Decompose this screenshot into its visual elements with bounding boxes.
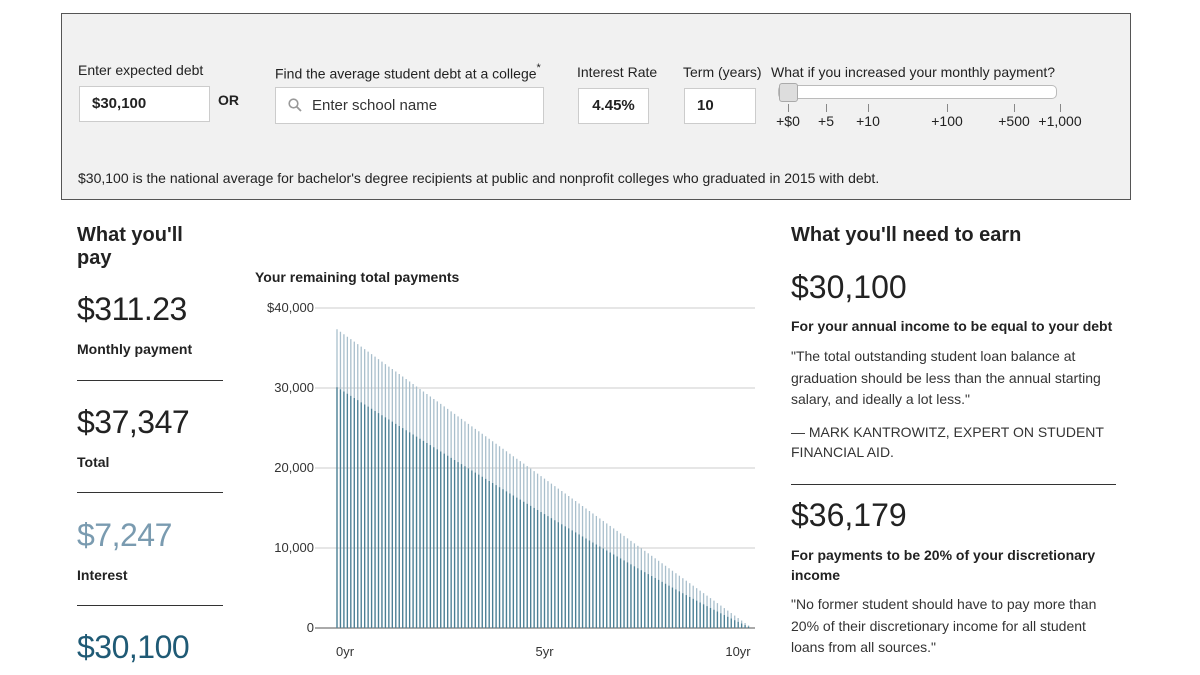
monthly-payment-value: $311.23 — [77, 291, 187, 327]
interest-rate-label: Interest Rate — [577, 64, 658, 80]
expected-debt-input[interactable]: $30,100 — [79, 86, 210, 122]
interest-label: Interest — [77, 567, 128, 583]
income-equal-debt-value: $30,100 — [791, 269, 907, 305]
slider-option-label[interactable]: +$0 — [776, 113, 800, 129]
slider-tick — [868, 104, 869, 112]
debt-average-note: $30,100 is the national average for bach… — [78, 170, 880, 186]
total-value: $37,347 — [77, 404, 190, 440]
slider-option-label[interactable]: +1,000 — [1038, 113, 1082, 129]
interest-rate-input[interactable]: 4.45% — [578, 88, 649, 124]
x-tick-label: 5yr — [535, 644, 554, 659]
slider-tick — [1060, 104, 1061, 112]
search-icon — [288, 98, 302, 112]
slider-tick — [947, 104, 948, 112]
x-tick-label: 0yr — [336, 644, 355, 659]
y-tick-label: 20,000 — [274, 460, 314, 475]
principal-value: $30,100 — [77, 629, 190, 665]
or-label: OR — [218, 92, 239, 108]
slider-tick — [788, 104, 789, 112]
kantrowitz-quote: "The total outstanding student loan bala… — [791, 348, 1101, 407]
term-label: Term (years) — [683, 64, 762, 80]
pay-heading: What you'll pay — [77, 224, 183, 269]
earn-heading: What you'll need to earn — [791, 224, 1022, 246]
slider-option-label[interactable]: +500 — [998, 113, 1030, 129]
divider — [77, 380, 223, 381]
divider — [77, 492, 223, 493]
slider-option-label[interactable]: +5 — [818, 113, 834, 129]
expected-debt-label: Enter expected debt — [78, 62, 204, 78]
divider — [791, 484, 1116, 485]
slider-option-label[interactable]: +100 — [931, 113, 963, 129]
slider-tick — [826, 104, 827, 112]
y-tick-label: 30,000 — [274, 380, 314, 395]
slider-handle[interactable] — [779, 83, 798, 102]
interest-value: $7,247 — [77, 517, 172, 553]
slider-option-label[interactable]: +10 — [856, 113, 880, 129]
divider — [77, 605, 223, 606]
remaining-payments-chart: $40,000 30,000 20,000 10,000 0 0yr 5yr 10yr — [267, 300, 755, 659]
school-search-input[interactable]: Enter school name — [275, 87, 544, 124]
term-input[interactable]: 10 — [684, 88, 756, 124]
payment-increase-slider[interactable] — [778, 85, 1057, 99]
y-tick-label: 0 — [307, 620, 314, 635]
total-label: Total — [77, 454, 110, 470]
increase-payment-label: What if you increased your monthly payme… — [771, 64, 1056, 80]
college-asterisk: * — [536, 62, 541, 74]
y-tick-label: $40,000 — [267, 300, 314, 315]
y-tick-label: 10,000 — [274, 540, 314, 555]
chart-title: Your remaining total payments — [255, 269, 460, 285]
monthly-payment-label: Monthly payment — [77, 341, 193, 357]
income-equal-debt-label: For your annual income to be equal to yo… — [791, 318, 1113, 334]
quote-attribution: — Mark Kantrowitz, expert on student fin… — [791, 424, 1104, 460]
college-search-label: Find the average student debt at a colle… — [275, 62, 541, 82]
college-search-label-text: Find the average student debt at a colle… — [275, 65, 537, 82]
discretionary-income-label: For payments to be 20% of your discretio… — [791, 547, 1096, 583]
x-tick-label: 10yr — [725, 644, 751, 659]
discretionary-income-value: $36,179 — [791, 497, 907, 533]
school-search-placeholder: Enter school name — [312, 97, 438, 114]
slider-tick — [1014, 104, 1015, 112]
discretionary-quote: "No former student should have to pay mo… — [791, 596, 1097, 655]
